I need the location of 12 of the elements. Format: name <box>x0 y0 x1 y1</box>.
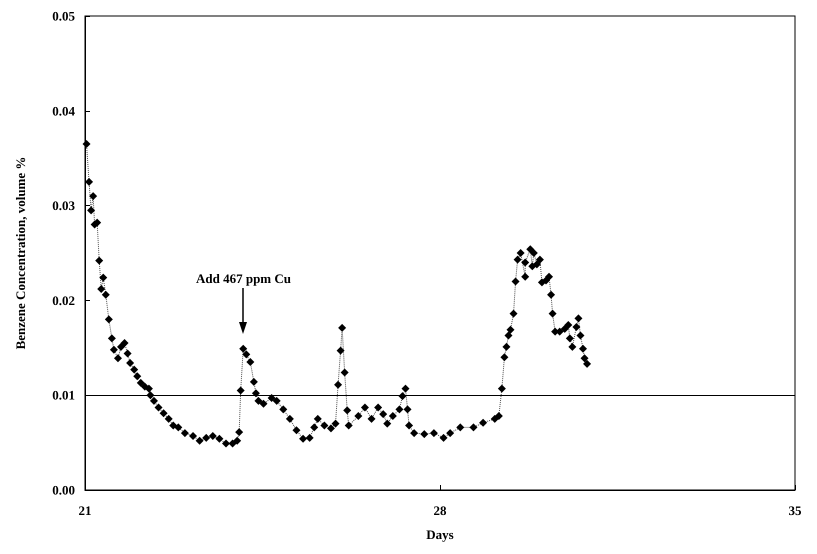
annotation: Add 467 ppm Cu <box>196 271 292 286</box>
y-axis-title: Benzene Concentration, volume % <box>13 156 28 350</box>
y-tick-label: 0.05 <box>52 8 76 24</box>
y-tick-label: 0.00 <box>52 482 75 498</box>
x-tick-label: 21 <box>78 503 92 518</box>
y-tick-label: 0.03 <box>52 198 76 214</box>
y-tick-label: 0.04 <box>52 103 76 118</box>
y-tick-label: 0.02 <box>52 292 75 308</box>
y-tick-label: 0.01 <box>52 388 75 403</box>
x-tick-label: 35 <box>788 503 802 518</box>
x-axis-title: Days <box>426 527 454 542</box>
x-tick-label: 28 <box>434 503 447 518</box>
